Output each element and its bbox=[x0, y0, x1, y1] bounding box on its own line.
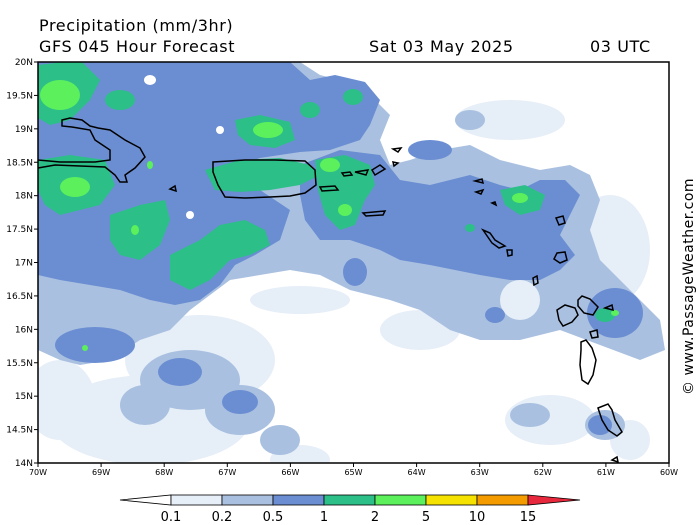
lon-label: 66W bbox=[281, 468, 299, 477]
lon-label: 68W bbox=[155, 468, 173, 477]
precip-holes bbox=[144, 75, 224, 219]
hispaniola-coast bbox=[37, 117, 146, 183]
lat-label: 18N bbox=[15, 192, 33, 202]
lat-label: 17.5N bbox=[6, 225, 33, 235]
legend-swatch bbox=[374, 494, 427, 506]
st-kitts-nevis bbox=[480, 228, 507, 249]
legend-swatch-over bbox=[527, 494, 581, 506]
legend-swatch bbox=[272, 494, 325, 506]
lon-label: 67W bbox=[218, 468, 236, 477]
st-lucia-small bbox=[602, 303, 619, 464]
lon-label: 64W bbox=[408, 468, 426, 477]
st-croix bbox=[361, 210, 387, 217]
virgin-islands bbox=[340, 147, 403, 177]
forecast-time: 03 UTC bbox=[590, 37, 651, 56]
copyright-credit: © www.PassageWeather.com bbox=[681, 177, 697, 395]
longitude-axis: 70W 69W 68W 67W 66W 65W 64W 63W 62W 61W 60W bbox=[29, 463, 678, 477]
legend-swatch-under bbox=[119, 494, 172, 506]
legend-swatch bbox=[221, 494, 274, 506]
legend-label: 15 bbox=[520, 510, 537, 525]
legend-swatch bbox=[323, 494, 376, 506]
guadeloupe bbox=[532, 274, 599, 327]
legend-label: 0.1 bbox=[161, 510, 182, 525]
precipitation-field bbox=[38, 62, 665, 463]
legend-label: 0.5 bbox=[263, 510, 284, 525]
culebra-vieques bbox=[318, 185, 340, 192]
anguilla-stmartin bbox=[472, 178, 485, 195]
saba-statia bbox=[490, 201, 498, 207]
legend-label: 0.2 bbox=[212, 510, 233, 525]
legend-swatch bbox=[425, 494, 478, 506]
lon-label: 61W bbox=[597, 468, 615, 477]
coastlines bbox=[37, 117, 623, 464]
legend-label: 2 bbox=[371, 510, 379, 525]
montserrat bbox=[506, 249, 513, 257]
lat-label: 19N bbox=[15, 125, 33, 135]
legend-color-bar bbox=[119, 494, 581, 506]
puerto-rico-coast bbox=[212, 159, 317, 199]
antigua-barbuda bbox=[553, 215, 568, 264]
lon-label: 62W bbox=[534, 468, 552, 477]
precip-band-2 bbox=[40, 80, 619, 351]
lat-label: 14N bbox=[15, 459, 33, 469]
lat-label: 15N bbox=[15, 392, 33, 402]
lat-label: 16.5N bbox=[6, 292, 33, 302]
legend-labels: 0.1 0.2 0.5 1 2 5 10 15 bbox=[161, 510, 537, 525]
mona-island bbox=[168, 184, 177, 193]
lon-label: 63W bbox=[471, 468, 489, 477]
lat-label: 20N bbox=[15, 58, 33, 68]
map-subtitle: GFS 045 Hour Forecast bbox=[39, 37, 236, 56]
legend-swatch bbox=[476, 494, 529, 506]
lon-label: 60W bbox=[660, 468, 678, 477]
lat-label: 19.5N bbox=[6, 91, 33, 101]
forecast-date: Sat 03 May 2025 bbox=[369, 37, 514, 56]
dominica-martinique bbox=[579, 329, 623, 437]
lat-label: 16N bbox=[15, 325, 33, 335]
latitude-axis: 20N 19.5N 19N 18.5N 18N 17.5N 17N 16.5N 16N 15.5N… bbox=[6, 58, 38, 469]
legend-label: 1 bbox=[320, 510, 328, 525]
lon-label: 65W bbox=[344, 468, 362, 477]
lat-label: 17N bbox=[15, 259, 33, 269]
map-title: Precipitation (mm/3hr) bbox=[39, 16, 234, 35]
lat-label: 15.5N bbox=[6, 359, 33, 369]
legend-label: 10 bbox=[469, 510, 486, 525]
lat-label: 18.5N bbox=[6, 158, 33, 168]
legend-swatch bbox=[170, 494, 223, 506]
lon-label: 69W bbox=[92, 468, 110, 477]
legend-label: 5 bbox=[422, 510, 430, 525]
lat-label: 14.5N bbox=[6, 426, 33, 436]
lon-label: 70W bbox=[29, 468, 47, 477]
